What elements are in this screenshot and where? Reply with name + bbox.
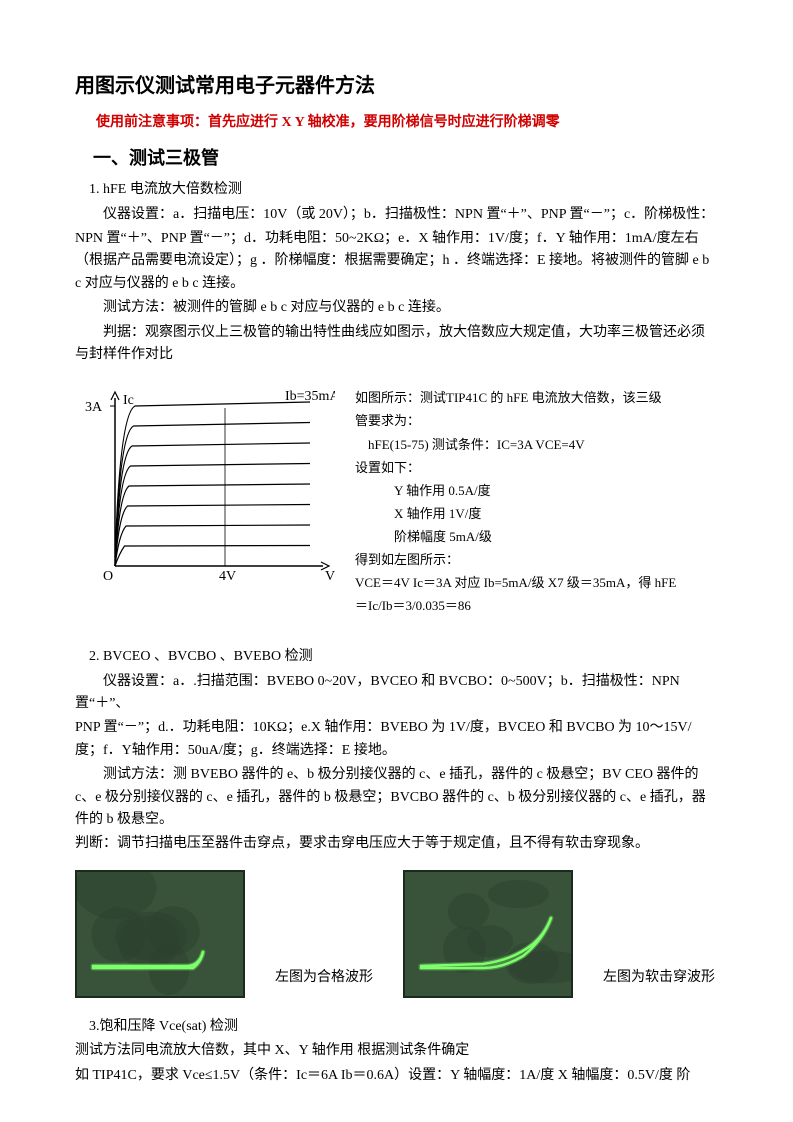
ex-l5: Y 轴作用 0.5A/度 (355, 480, 676, 502)
ex-l6: X 轴作用 1V/度 (355, 503, 676, 525)
ex-l7: 阶梯幅度 5mA/级 (355, 526, 676, 548)
ex-l10: ＝Ic/Ib＝3/0.035＝86 (355, 595, 676, 617)
item3-title: 3.饱和压降 Vce(sat) 检测 (75, 1016, 718, 1038)
section1-heading: 一、测试三极管 (75, 144, 718, 173)
page-title: 用图示仪测试常用电子元器件方法 (75, 70, 718, 102)
item1-p2: NPN 置“＋”、PNP 置“－”；d．功耗电阻：50~2KΩ；e．X 轴作用：… (75, 228, 718, 295)
item3-p1: 测试方法同电流放大倍数，其中 X、Y 轴作用 根据测试条件确定 (75, 1040, 718, 1062)
item2-p4: 判断：调节扫描电压至器件击穿点，要求击穿电压应大于等于规定值，且不得有软击穿现象… (75, 833, 718, 855)
scope-ok-label: 左图为合格波形 (275, 967, 373, 997)
item1-p3: 测试方法：被测件的管脚 e b c 对应与仪器的 e b c 连接。 (75, 297, 718, 319)
svg-text:Ic: Ic (123, 393, 134, 408)
ex-l4: 设置如下： (355, 457, 676, 479)
scope-bad-label: 左图为软击穿波形 (603, 967, 715, 997)
item2-p1: 仪器设置：a．.扫描范围：BVEBO 0~20V，BVCEO 和 BVCBO：0… (75, 671, 718, 716)
svg-text:Ib=35mA: Ib=35mA (285, 389, 335, 404)
ex-l1: 如图所示：测试TIP41C 的 hFE 电流放大倍数，该三级 (355, 387, 676, 409)
ex-l8: 得到如左图所示： (355, 549, 676, 571)
scope-bad (403, 870, 573, 998)
scope-ok (75, 870, 245, 998)
item2-p3: 测试方法：测 BVEBO 器件的 e、b 极分别接仪器的 c、e 插孔，器件的 … (75, 764, 718, 831)
ex-l9: VCE＝4V Ic＝3A 对应 Ib=5mA/级 X7 级＝35mA，得 hFE (355, 572, 676, 594)
svg-text:3A: 3A (85, 400, 103, 415)
ex-l3: hFE(15-75) 测试条件：IC=3A VCE=4V (355, 434, 676, 456)
ex-l2: 管要求为： (355, 410, 676, 432)
example-text: 如图所示：测试TIP41C 的 hFE 电流放大倍数，该三级 管要求为： hFE… (355, 386, 676, 618)
item1-title: 1. hFE 电流放大倍数检测 (75, 179, 718, 201)
item1-p4: 判据：观察图示仪上三极管的输出特性曲线应如图示，放大倍数应大规定值，大功率三极管… (75, 322, 718, 367)
item1-p1: 仪器设置：a．扫描电压：10V（或 20V）；b．扫描极性：NPN 置“＋”、P… (75, 204, 718, 226)
item2-p2: PNP 置“－”；d.．功耗电阻：10KΩ；e.X 轴作用：BVEBO 为 1V… (75, 717, 718, 762)
svg-text:4V: 4V (219, 569, 236, 584)
svg-text:O: O (103, 569, 113, 584)
warning-text: 使用前注意事项：首先应进行 X Y 轴校准，要用阶梯信号时应进行阶梯调零 (75, 112, 718, 134)
item2-title: 2. BVCEO 、BVCBO 、BVEBO 检测 (75, 646, 718, 668)
item3-p2: 如 TIP41C，要求 Vce≤1.5V（条件：Ic＝6A Ib＝0.6A）设置… (75, 1065, 718, 1087)
svg-text:Vc: Vc (325, 569, 335, 584)
iv-curve-chart: Ic Vc 3A 4V O Ib=35mA (75, 386, 335, 596)
